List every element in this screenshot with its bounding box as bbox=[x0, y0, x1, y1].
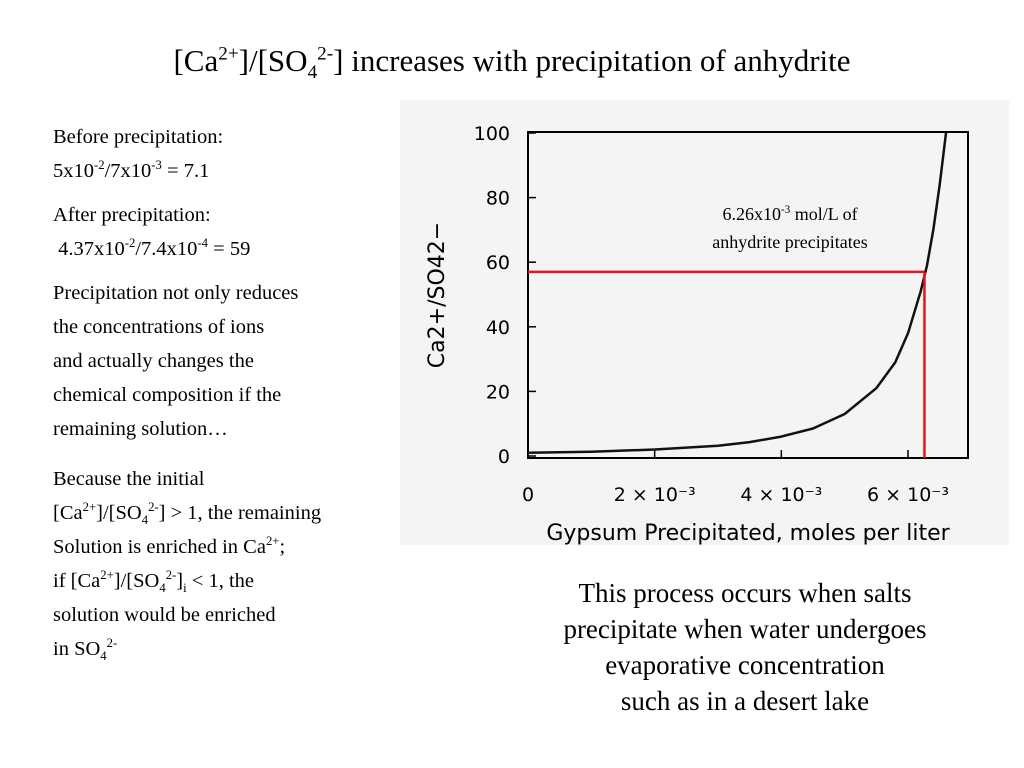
y-tick-label: 100 bbox=[474, 123, 510, 145]
y-tick-label: 40 bbox=[486, 317, 510, 339]
scanned-figure-background bbox=[400, 100, 1009, 545]
x-tick-label: 4 × 10⁻³ bbox=[740, 484, 822, 506]
y-tick-label: 60 bbox=[486, 252, 510, 274]
y-tick-label: 80 bbox=[486, 188, 510, 210]
x-tick-label: 2 × 10⁻³ bbox=[614, 484, 696, 506]
anhydrite-annotation: 6.26x10-3 mol/L of anhydrite precipitate… bbox=[712, 204, 868, 252]
ratio-curve bbox=[527, 132, 948, 455]
after-equation: 4.37x10-2/7.4x10-4 = 59 bbox=[58, 236, 251, 260]
slide-title: [Ca2+]/[SO42-] increases with precipitat… bbox=[173, 43, 851, 84]
y-axis-label: Ca2+/SO42− bbox=[425, 222, 450, 368]
before-equation: 5x10-2/7x10-3 = 7.1 bbox=[53, 158, 210, 182]
y-tick-label: 0 bbox=[498, 446, 510, 468]
y-tick-label: 20 bbox=[486, 381, 510, 403]
precipitation-paragraph: Precipitation not only reduces the conce… bbox=[53, 282, 299, 440]
explanation-text: Before precipitation: 5x10-2/7x10-3 = 7.… bbox=[53, 120, 433, 676]
plot-frame bbox=[527, 131, 969, 459]
before-label: Before precipitation: bbox=[53, 126, 224, 148]
because-paragraph: Because the initial [Ca2+]/[SO42-] > 1, … bbox=[53, 468, 322, 664]
process-note: This process occurs when salts precipita… bbox=[563, 578, 927, 716]
before-block: Before precipitation: 5x10-2/7x10-3 = 7.… bbox=[53, 120, 433, 188]
after-label: After precipitation: bbox=[53, 204, 211, 226]
after-block: After precipitation: 4.37x10-2/7.4x10-4 … bbox=[53, 198, 433, 266]
precipitation-chart: 0 20 40 60 80 100 0 2 × 10⁻³ 4 × 10⁻³ 6 × 10⁻³ Gyp… bbox=[400, 100, 1009, 545]
x-axis-label: Gypsum Precipitated, moles per liter bbox=[546, 521, 950, 545]
x-tick-label: 6 × 10⁻³ bbox=[867, 484, 949, 506]
x-tick-label: 0 bbox=[522, 484, 534, 506]
